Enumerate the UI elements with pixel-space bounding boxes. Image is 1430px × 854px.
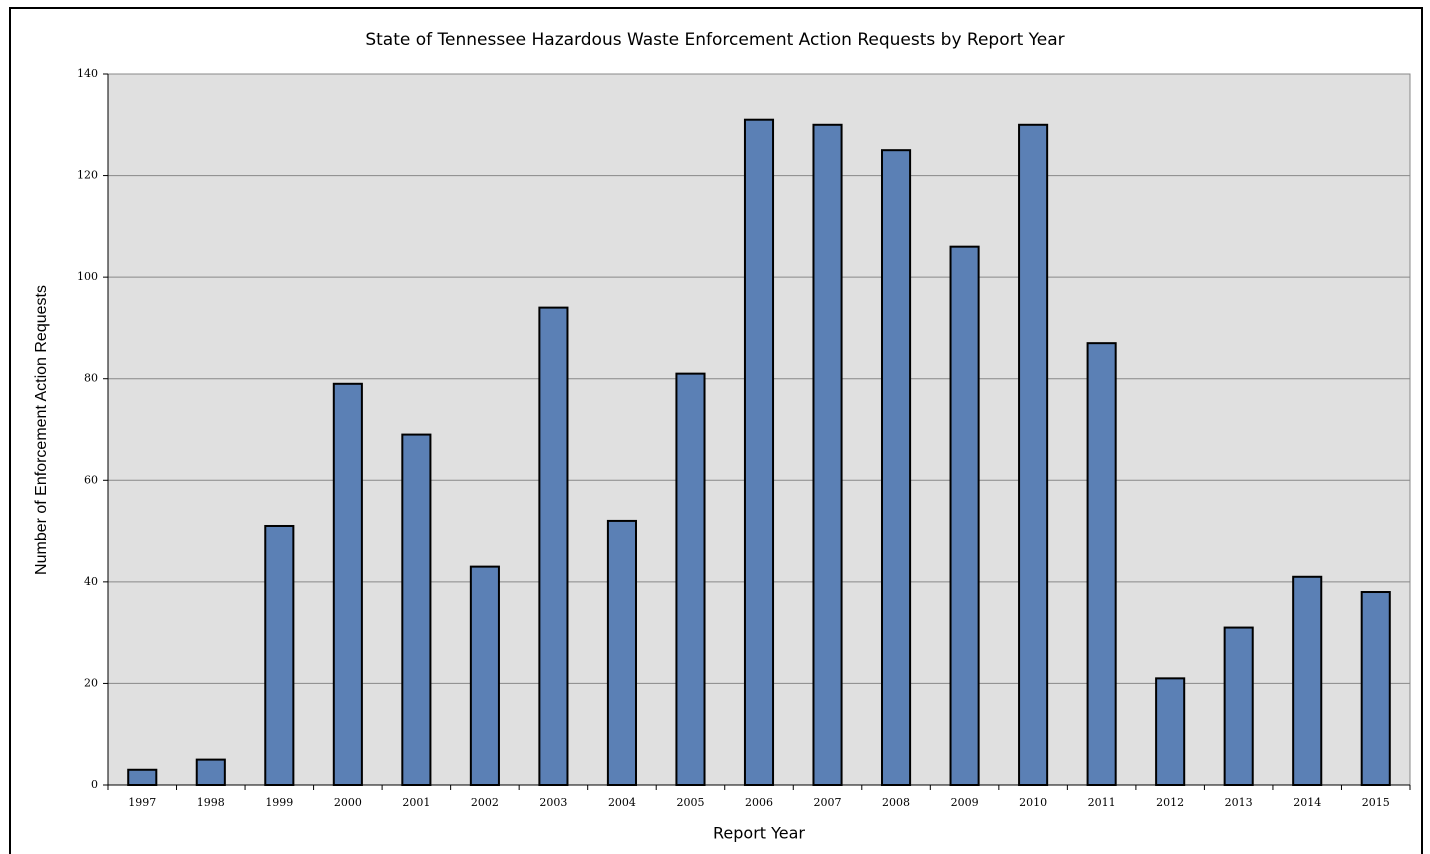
- x-axis-label: Report Year: [713, 824, 805, 843]
- bar: [1086, 342, 1117, 786]
- y-axis-label: Number of Enforcement Action Requests: [33, 285, 50, 575]
- bar: [401, 433, 432, 786]
- bar: [675, 372, 706, 786]
- bar: [1360, 591, 1391, 786]
- bar: [949, 245, 980, 786]
- y-tick-label: 100: [77, 270, 98, 283]
- y-tick-label: 0: [91, 778, 98, 791]
- y-tick-label: 20: [84, 676, 98, 689]
- y-tick-label: 40: [84, 575, 98, 588]
- y-tick-label: 80: [84, 372, 98, 385]
- bar: [1018, 123, 1049, 787]
- y-tick-label: 60: [84, 473, 98, 486]
- x-tick-label: 2003: [539, 796, 567, 809]
- x-tick-label: 2013: [1225, 796, 1253, 809]
- x-tick-label: 2005: [676, 796, 704, 809]
- x-tick-label: 1997: [128, 796, 156, 809]
- bar: [812, 123, 843, 787]
- y-tick-label: 140: [77, 67, 98, 80]
- bar: [881, 149, 912, 786]
- bar: [332, 382, 363, 786]
- bar: [195, 758, 226, 786]
- x-tick-label: 2004: [608, 796, 636, 809]
- bar: [538, 306, 569, 786]
- bar: [127, 768, 158, 786]
- x-tick-label: 2007: [814, 796, 842, 809]
- bar: [264, 524, 295, 786]
- x-tick-label: 2014: [1293, 796, 1321, 809]
- bar: [743, 118, 775, 786]
- chart-title: State of Tennessee Hazardous Waste Enfor…: [365, 30, 1064, 50]
- x-tick-label: 2015: [1362, 796, 1390, 809]
- bar: [1155, 677, 1186, 786]
- x-tick-label: 2000: [334, 796, 362, 809]
- bar: [1292, 575, 1323, 786]
- x-tick-label: 2001: [402, 796, 430, 809]
- x-tick-label: 1999: [265, 796, 293, 809]
- x-tick-label: 2010: [1019, 796, 1047, 809]
- x-tick-label: 2012: [1156, 796, 1184, 809]
- bar: [469, 565, 500, 786]
- y-tick-label: 120: [77, 169, 98, 182]
- x-tick-label: 2011: [1088, 796, 1116, 809]
- x-tick-label: 2006: [745, 796, 773, 809]
- x-tick-label: 2008: [882, 796, 910, 809]
- x-tick-label: 2009: [951, 796, 979, 809]
- x-tick-label: 2002: [471, 796, 499, 809]
- x-tick-label: 1998: [197, 796, 225, 809]
- bar: [606, 519, 637, 787]
- bar: [1223, 626, 1254, 786]
